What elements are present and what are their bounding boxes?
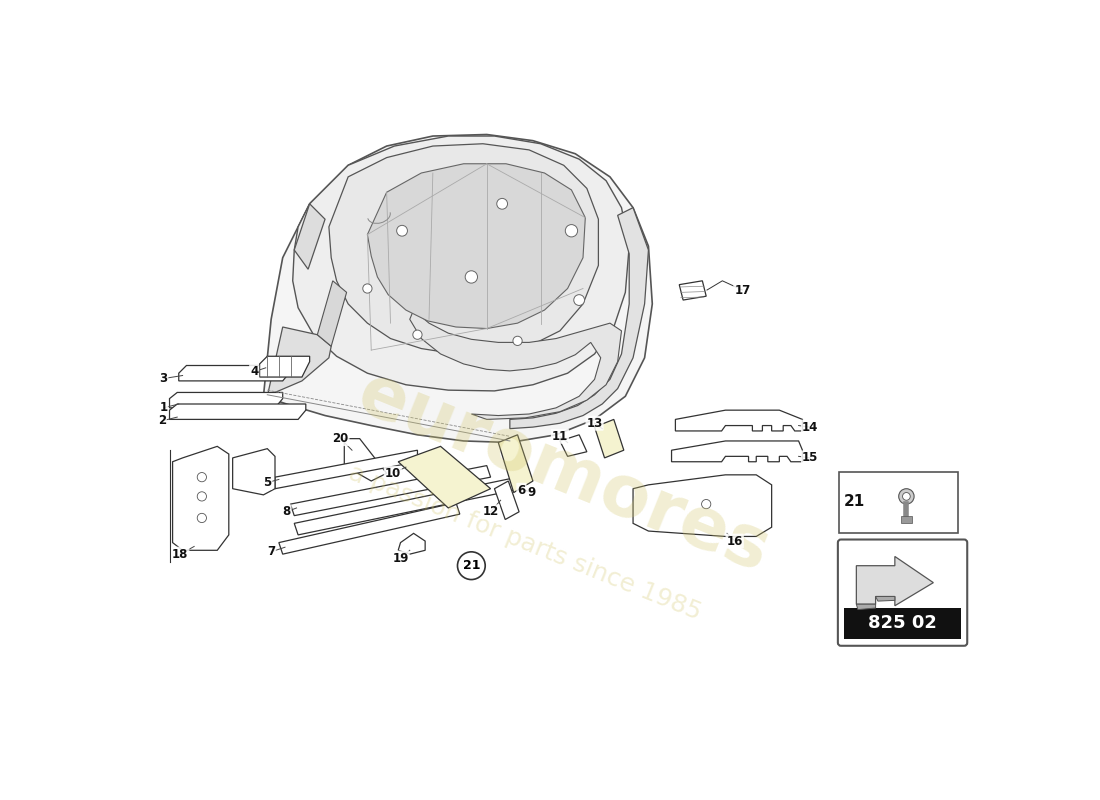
Bar bbox=[844, 608, 961, 639]
Text: 9: 9 bbox=[527, 486, 536, 499]
Polygon shape bbox=[169, 393, 283, 408]
Circle shape bbox=[397, 226, 407, 236]
Polygon shape bbox=[290, 466, 491, 516]
Polygon shape bbox=[267, 327, 331, 396]
Text: 3: 3 bbox=[160, 372, 167, 385]
Text: 13: 13 bbox=[586, 417, 603, 430]
Polygon shape bbox=[233, 449, 275, 495]
Polygon shape bbox=[279, 502, 460, 554]
Polygon shape bbox=[495, 481, 519, 519]
Polygon shape bbox=[295, 204, 326, 270]
Text: 12: 12 bbox=[483, 506, 498, 518]
Text: 5: 5 bbox=[263, 476, 272, 489]
Circle shape bbox=[197, 473, 207, 482]
Text: 20: 20 bbox=[332, 432, 349, 445]
Text: 17: 17 bbox=[735, 283, 750, 297]
Circle shape bbox=[902, 493, 911, 500]
Circle shape bbox=[899, 489, 914, 504]
FancyBboxPatch shape bbox=[839, 472, 958, 533]
Text: 19: 19 bbox=[393, 551, 409, 565]
Polygon shape bbox=[295, 477, 521, 535]
Circle shape bbox=[197, 514, 207, 522]
Text: 21: 21 bbox=[844, 494, 866, 510]
Text: 15: 15 bbox=[802, 451, 818, 464]
Text: 1: 1 bbox=[160, 402, 167, 414]
Circle shape bbox=[497, 198, 507, 209]
Polygon shape bbox=[318, 281, 346, 346]
Text: 16: 16 bbox=[726, 534, 742, 547]
Circle shape bbox=[412, 330, 422, 339]
Circle shape bbox=[458, 552, 485, 579]
Circle shape bbox=[574, 294, 584, 306]
Circle shape bbox=[702, 499, 711, 509]
Polygon shape bbox=[178, 366, 290, 381]
FancyBboxPatch shape bbox=[838, 539, 967, 646]
Polygon shape bbox=[173, 446, 229, 550]
Polygon shape bbox=[560, 435, 587, 456]
Circle shape bbox=[513, 336, 522, 346]
Polygon shape bbox=[510, 208, 649, 429]
Text: a passion for parts since 1985: a passion for parts since 1985 bbox=[345, 461, 705, 625]
Text: euromores: euromores bbox=[348, 359, 780, 587]
Polygon shape bbox=[169, 404, 306, 419]
Text: 6: 6 bbox=[517, 484, 526, 497]
Bar bbox=[901, 516, 912, 523]
Polygon shape bbox=[498, 435, 534, 493]
Text: 11: 11 bbox=[552, 430, 568, 443]
Polygon shape bbox=[264, 134, 652, 442]
Text: 18: 18 bbox=[172, 548, 188, 561]
Text: 21: 21 bbox=[463, 559, 480, 572]
Polygon shape bbox=[594, 419, 624, 458]
Polygon shape bbox=[856, 557, 933, 606]
Circle shape bbox=[197, 492, 207, 501]
Polygon shape bbox=[344, 438, 387, 481]
Polygon shape bbox=[876, 597, 895, 601]
Polygon shape bbox=[293, 136, 629, 391]
Polygon shape bbox=[409, 310, 622, 419]
Polygon shape bbox=[680, 281, 706, 300]
Polygon shape bbox=[329, 144, 598, 354]
Polygon shape bbox=[260, 356, 310, 377]
Polygon shape bbox=[675, 410, 803, 431]
Polygon shape bbox=[856, 604, 876, 610]
Circle shape bbox=[363, 284, 372, 293]
Polygon shape bbox=[634, 475, 772, 537]
Text: 4: 4 bbox=[250, 365, 258, 378]
Polygon shape bbox=[671, 441, 803, 462]
Text: 8: 8 bbox=[283, 506, 290, 518]
Circle shape bbox=[465, 270, 477, 283]
Polygon shape bbox=[367, 164, 585, 329]
Polygon shape bbox=[275, 450, 418, 489]
Text: 825 02: 825 02 bbox=[868, 614, 937, 633]
Text: 7: 7 bbox=[267, 546, 275, 558]
Circle shape bbox=[565, 225, 578, 237]
Polygon shape bbox=[398, 446, 491, 508]
Text: 14: 14 bbox=[802, 421, 818, 434]
Text: 2: 2 bbox=[157, 414, 166, 427]
Text: 10: 10 bbox=[385, 467, 400, 480]
Polygon shape bbox=[398, 534, 425, 554]
